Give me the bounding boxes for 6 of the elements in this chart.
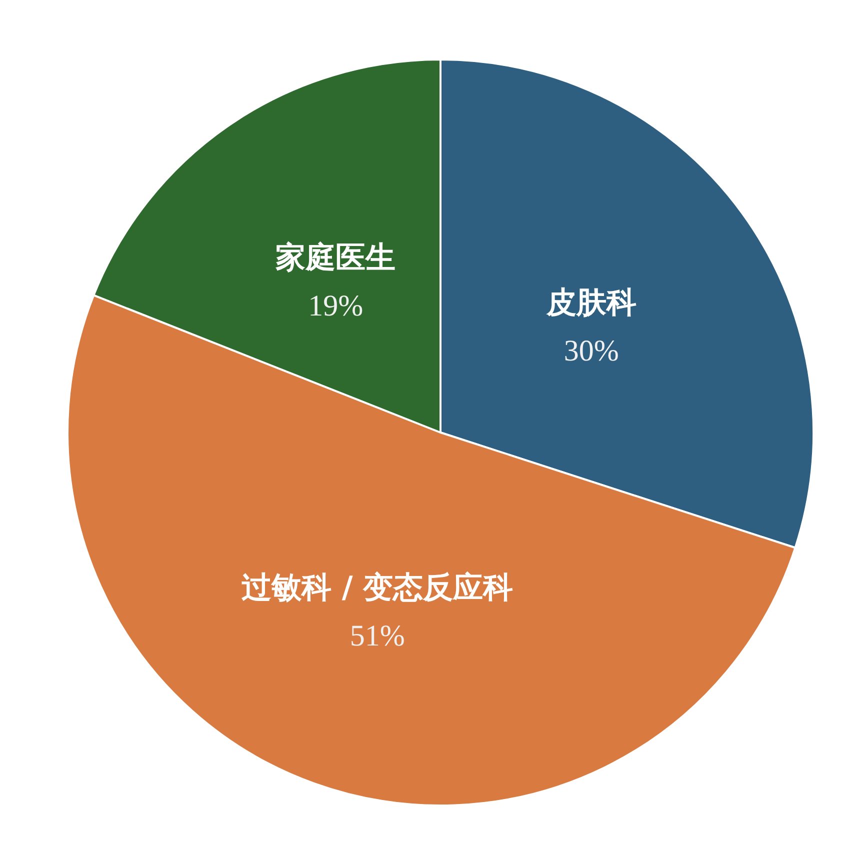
slice-label: 家庭医生 (276, 240, 396, 276)
slice-label: 过敏科 / 变态反应科 (241, 570, 514, 606)
data-label: 30% (564, 334, 619, 368)
data-label: 51% (350, 619, 405, 652)
slice-label: 皮肤科 (545, 285, 636, 320)
data-label: 19% (308, 290, 364, 323)
